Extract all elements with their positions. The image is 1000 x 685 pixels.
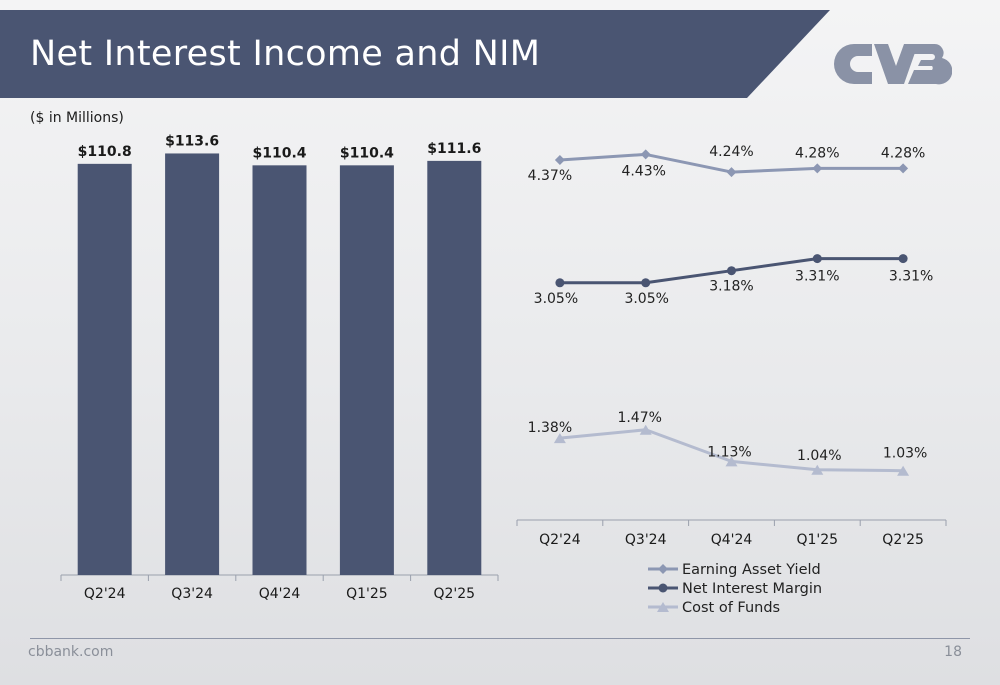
marker-circle [658,583,668,593]
bar-3 [339,165,394,576]
series-earning-asset-yield: 4.37% 4.43% 4.24% 4.28% 4.28% [528,144,926,184]
data-point-label: 1.03% [883,446,927,462]
cvb-logo-icon [834,43,952,85]
data-point-label: 1.13% [707,444,751,460]
title-banner [0,10,830,98]
bar-category-label: Q4'24 [259,586,301,602]
legend-entry: Earning Asset Yield [682,562,821,578]
marker-circle [555,278,565,288]
legend-entry: Cost of Funds [682,600,780,616]
bar-2 [252,165,307,576]
bar-category-label: Q3'24 [171,586,213,602]
line-category-label: Q3'24 [625,532,667,548]
data-point-label: 3.05% [624,291,668,307]
legend-entry: Net Interest Margin [682,581,822,597]
data-point-label: 4.28% [795,145,839,161]
marker-diamond [554,155,565,165]
line-chart: Q2'24 Q3'24 Q4'24 Q1'25 Q2'25 4.37% 4.43% 4.24%… [516,144,947,616]
bar-value-label: $110.8 [78,144,132,160]
data-point-label: 3.31% [889,269,933,285]
line-chart-legend: Earning Asset Yield Net Interest Margin Co… [648,562,822,616]
data-point-label: 4.43% [621,163,665,179]
line-category-label: Q2'24 [539,532,581,548]
data-point-label: 4.24% [709,144,753,160]
marker-triangle [657,602,669,612]
marker-diamond [640,149,651,160]
marker-triangle [553,433,566,444]
marker-triangle [811,464,824,475]
series-cost-of-funds: 1.38% 1.47% 1.13% 1.04% 1.03% [528,410,927,476]
marker-triangle [897,465,910,476]
series-net-interest-margin: 3.05% 3.05% 3.18% 3.31% 3.31% [534,254,933,307]
marker-circle [727,266,736,276]
data-point-label: 4.28% [881,145,925,161]
line-category-label: Q4'24 [711,532,753,548]
footer-divider [30,638,970,639]
bar-category-label: Q2'24 [84,586,126,602]
bar-0 [77,163,132,575]
bar-value-label: $113.6 [165,133,219,149]
marker-circle [641,278,651,288]
marker-diamond [898,163,909,174]
data-point-label: 3.31% [795,269,839,285]
marker-diamond [658,564,668,574]
data-point-label: 3.18% [709,279,753,295]
marker-circle [812,254,822,264]
data-point-label: 1.38% [528,420,572,436]
line-category-label: Q1'25 [797,532,839,548]
marker-triangle [725,456,738,467]
bar-1 [165,153,220,575]
slide-title: Net Interest Income and NIM [30,34,541,74]
bar-4 [427,160,482,576]
page-number: 18 [944,644,962,660]
data-point-label: 3.05% [534,291,578,307]
bar-category-label: Q1'25 [346,586,388,602]
bar-value-label: $111.6 [427,141,481,157]
bar-value-label: $110.4 [340,145,394,161]
marker-triangle [639,424,652,435]
marker-diamond [812,163,823,174]
data-point-label: 4.37% [528,168,572,184]
bar-value-label: $110.4 [252,145,306,161]
bar-category-label: Q2'25 [434,586,476,602]
marker-diamond [726,167,737,178]
bar-chart: $110.8 Q2'24 $113.6 Q3'24 $110.4 Q4'24 $110.4 Q… [60,133,499,602]
marker-circle [898,254,908,264]
data-point-label: 1.04% [797,448,841,464]
units-note: ($ in Millions) [30,110,124,126]
footer-url: cbbank.com [28,644,114,660]
line-category-label: Q2'25 [882,532,924,548]
data-point-label: 1.47% [617,410,661,426]
